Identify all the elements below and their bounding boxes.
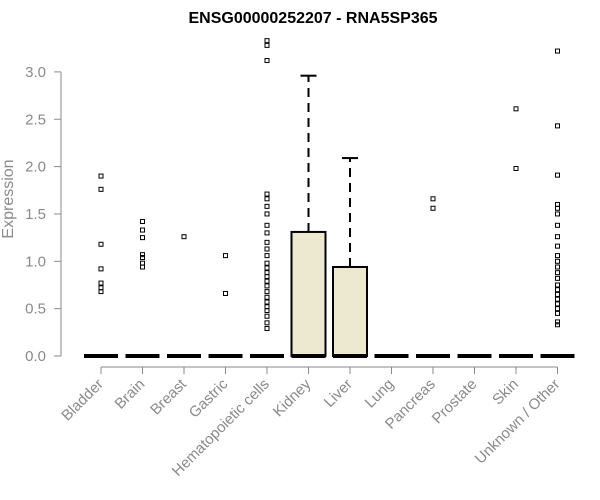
outlier-point: [555, 287, 560, 293]
outlier-point: [513, 106, 519, 112]
outlier-point: [264, 230, 270, 236]
outlier-point: [98, 241, 104, 247]
outlier-point: [264, 42, 270, 48]
outlier-point: [264, 299, 270, 305]
y-tick-label: 2.5: [25, 111, 46, 128]
outlier-point: [430, 205, 436, 211]
x-tick-label: Liver: [321, 376, 356, 411]
outlier-point: [264, 222, 270, 228]
outlier-point: [140, 235, 145, 241]
outlier-point: [264, 283, 270, 289]
box-kidney: [290, 74, 327, 358]
box-hematopoietic-cells: [250, 38, 284, 358]
x-tick-label: Brain: [112, 376, 149, 413]
box-bladder: [84, 173, 118, 358]
outlier-point: [140, 255, 145, 261]
outlier-point: [555, 296, 560, 302]
y-axis: 0.0 0.5 1.0 1.5 2.0 2.5 3.0: [25, 64, 62, 365]
box-skin: [499, 106, 533, 358]
outlier-point: [430, 196, 436, 202]
outlier-point: [555, 275, 560, 281]
x-tick-label: Kidney: [270, 375, 315, 420]
outlier-point: [555, 258, 560, 264]
outlier-point: [264, 253, 270, 259]
outlier-point: [264, 191, 270, 197]
box-unknown-other: [540, 48, 575, 358]
outlier-point: [264, 58, 270, 64]
outlier-point: [555, 270, 560, 276]
outlier-point: [555, 172, 560, 178]
outlier-point: [555, 291, 560, 297]
outlier-point: [264, 260, 270, 266]
outlier-point: [264, 246, 270, 252]
outlier-point: [264, 196, 270, 202]
box-body: [332, 265, 368, 357]
outlier-point: [555, 243, 560, 249]
outlier-point: [513, 165, 519, 171]
box-brain: [125, 219, 160, 358]
x-tick-label: Lung: [362, 376, 398, 412]
outlier-point: [555, 301, 560, 307]
box-breast: [167, 234, 201, 358]
box-gastric: [208, 253, 243, 358]
outlier-point: [140, 260, 145, 266]
outlier-point: [264, 38, 270, 44]
y-tick-label: 0.0: [25, 348, 46, 365]
outlier-point: [264, 313, 270, 319]
outlier-point: [140, 219, 145, 225]
outlier-point: [98, 285, 104, 291]
x-tick-label: Bladder: [58, 376, 107, 425]
outlier-point: [264, 211, 270, 217]
outlier-point: [264, 278, 270, 284]
y-tick-label: 2.0: [25, 159, 46, 176]
outlier-point: [264, 326, 270, 332]
box-liver: [332, 157, 368, 358]
outlier-point: [555, 322, 560, 328]
outlier-point: [223, 290, 228, 296]
plot-area: [84, 38, 575, 358]
outlier-point: [555, 211, 560, 217]
outlier-point: [223, 253, 228, 259]
outlier-point: [555, 306, 560, 312]
y-tick-label: 0.5: [25, 301, 46, 318]
outlier-point: [555, 222, 560, 228]
outlier-point: [555, 319, 560, 325]
outlier-point: [264, 320, 270, 326]
outlier-point: [98, 173, 104, 179]
outlier-point: [264, 304, 270, 310]
outlier-point: [264, 289, 270, 295]
y-tick-label: 3.0: [25, 64, 46, 81]
box-body: [290, 230, 327, 357]
outlier-point: [264, 265, 270, 271]
outlier-point: [98, 266, 104, 272]
box-pancreas: [416, 196, 450, 358]
outlier-point: [555, 48, 560, 54]
outlier-point: [140, 252, 145, 258]
chart-title: ENSG00000252207 - RNA5SP365: [188, 10, 437, 27]
x-tick-label: Skin: [489, 376, 522, 409]
outlier-point: [140, 227, 145, 233]
outlier-point: [555, 123, 560, 129]
outlier-point: [555, 234, 560, 240]
y-axis-label: Expression: [0, 159, 17, 238]
outlier-point: [555, 282, 560, 288]
y-tick-label: 1.0: [25, 253, 46, 270]
outlier-point: [264, 203, 270, 209]
outlier-point: [264, 294, 270, 300]
outlier-point: [264, 239, 270, 245]
y-tick-label: 1.5: [25, 206, 46, 223]
outlier-point: [98, 280, 104, 286]
outlier-point: [555, 201, 560, 207]
outlier-point: [555, 264, 560, 270]
outlier-point: [181, 234, 187, 240]
outlier-point: [555, 310, 560, 316]
outlier-point: [555, 253, 560, 259]
x-tick-label: Breast: [147, 375, 190, 418]
outlier-point: [98, 186, 104, 192]
x-tick-label: Prostate: [429, 376, 481, 428]
outlier-point: [264, 270, 270, 276]
